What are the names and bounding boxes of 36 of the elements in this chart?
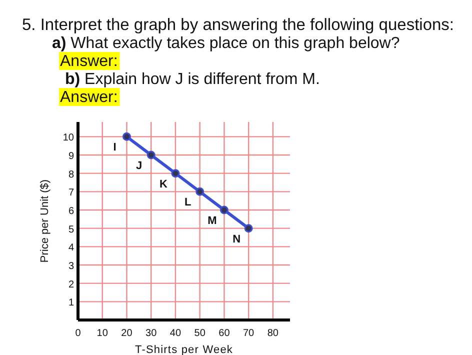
y-tick-label: 10 — [62, 132, 74, 144]
y-tick-label: 5 — [68, 224, 74, 236]
y-tick-label: 3 — [68, 261, 74, 272]
annotation: N — [232, 233, 241, 246]
y-tick-label: 9 — [68, 151, 74, 162]
annotation: L — [184, 196, 192, 209]
point — [146, 150, 156, 160]
x-tick-label: 60 — [218, 328, 230, 339]
text: a) What exactly takes place on this graph below? — [52, 35, 400, 52]
y-tick-label: 1 — [68, 298, 74, 309]
x-tick-label: 50 — [194, 328, 206, 339]
x-tick-label: 10 — [96, 328, 108, 339]
annotation: M — [208, 215, 217, 227]
x-tick-label: 80 — [267, 328, 279, 339]
y-tick-label: 7 — [68, 188, 74, 199]
point — [196, 187, 204, 196]
point — [171, 169, 180, 178]
x-tick-label: 70 — [243, 328, 255, 339]
y-tick-label: 2 — [68, 279, 74, 290]
chart-title: 5. Interpret the graph by answering the following questions: — [22, 16, 454, 34]
point — [244, 224, 253, 233]
x-axis-title: T-Shirts per Week — [134, 344, 234, 355]
point — [122, 132, 131, 141]
x-tick-label: 0 — [75, 328, 82, 339]
y-axis-title: Price per Unit ($) — [39, 179, 51, 263]
x-tick-label: 40 — [170, 328, 182, 339]
point — [220, 206, 228, 214]
text: b) Explain how J is different from M. — [65, 71, 320, 88]
y-tick-label: 8 — [68, 169, 74, 180]
annotation: I — [113, 142, 116, 154]
annotation: J — [136, 160, 142, 172]
y-tick-label: 4 — [68, 242, 74, 254]
annotation: K — [159, 178, 168, 190]
x-tick-label: 30 — [146, 328, 158, 339]
x-tick-label: 20 — [121, 328, 133, 339]
y-tick-label: 6 — [68, 206, 74, 217]
